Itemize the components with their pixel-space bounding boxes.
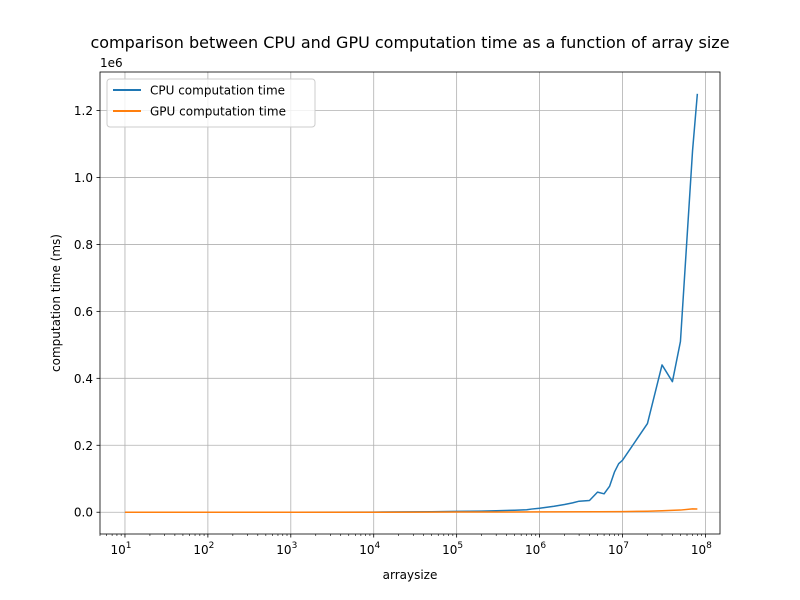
y-tick-label: 0.2 <box>74 439 93 453</box>
x-tick-label: 103 <box>276 541 297 557</box>
y-tick-label: 1.2 <box>74 104 93 118</box>
y-tick-label: 0.4 <box>74 372 93 386</box>
chart-title: comparison between CPU and GPU computati… <box>90 33 729 52</box>
x-axis-label: arraysize <box>383 568 438 582</box>
y-tick-label: 1.0 <box>74 171 93 185</box>
series-layer <box>124 93 699 513</box>
legend-box <box>106 78 316 128</box>
series-line-gpu <box>124 508 698 513</box>
y-tick-label: 0.6 <box>74 305 93 319</box>
x-tick-label: 106 <box>525 541 546 557</box>
x-tick-label: 104 <box>359 541 380 557</box>
legend: CPU computation time GPU computation tim… <box>106 78 316 128</box>
y-tick-label: 0.0 <box>74 506 93 520</box>
x-tick-label: 108 <box>691 541 712 557</box>
y-axis-label: computation time (ms) <box>49 234 63 372</box>
y-offset-label: 1e6 <box>100 56 123 70</box>
x-tick-label: 102 <box>193 541 214 557</box>
y-axis: 0.0 0.2 0.4 0.6 0.8 1.0 1.2 <box>74 104 100 520</box>
plot-frame <box>99 71 721 535</box>
x-tick-label: 107 <box>608 541 629 557</box>
x-tick-label: 101 <box>110 541 131 557</box>
legend-label-cpu: CPU computation time <box>150 84 285 98</box>
x-axis: 101 102 103 104 105 106 107 108 <box>99 534 712 557</box>
y-tick-label: 0.8 <box>74 238 93 252</box>
legend-label-gpu: GPU computation time <box>150 105 286 119</box>
x-tick-label: 105 <box>442 541 463 557</box>
